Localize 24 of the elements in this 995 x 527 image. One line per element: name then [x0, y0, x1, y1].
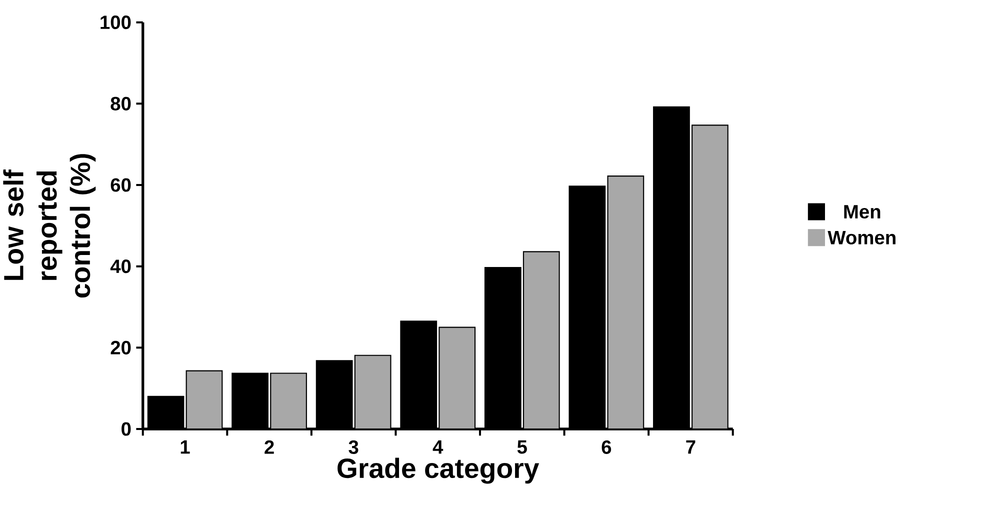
x-tick-label: 5 — [517, 440, 527, 454]
x-tick-label: 1 — [180, 440, 190, 454]
bar — [607, 176, 644, 429]
x-tick-label: 6 — [602, 440, 612, 454]
y-axis-title: Low self reported control (%) — [3, 154, 96, 298]
x-tick-label: 7 — [686, 440, 696, 454]
legend-label: Men — [844, 205, 880, 219]
x-axis-title: Grade category — [338, 458, 540, 484]
bar — [522, 251, 560, 429]
x-tick-label: 4 — [432, 440, 444, 454]
bar — [692, 124, 728, 429]
bar — [354, 354, 392, 429]
bar — [270, 372, 307, 429]
bar — [186, 370, 223, 429]
y-tick-label: 100 — [100, 16, 131, 30]
y-tick-label: 40 — [110, 260, 131, 274]
y-tick-label: 20 — [110, 340, 131, 354]
y-tick-label: 0 — [122, 422, 131, 436]
y-tick-label: 60 — [110, 178, 131, 192]
y-tick-label: 80 — [110, 96, 131, 110]
x-tick-label: 3 — [348, 440, 358, 454]
legend-label: Women — [828, 230, 896, 244]
x-tick-label: 2 — [264, 440, 274, 454]
bar — [438, 326, 476, 429]
